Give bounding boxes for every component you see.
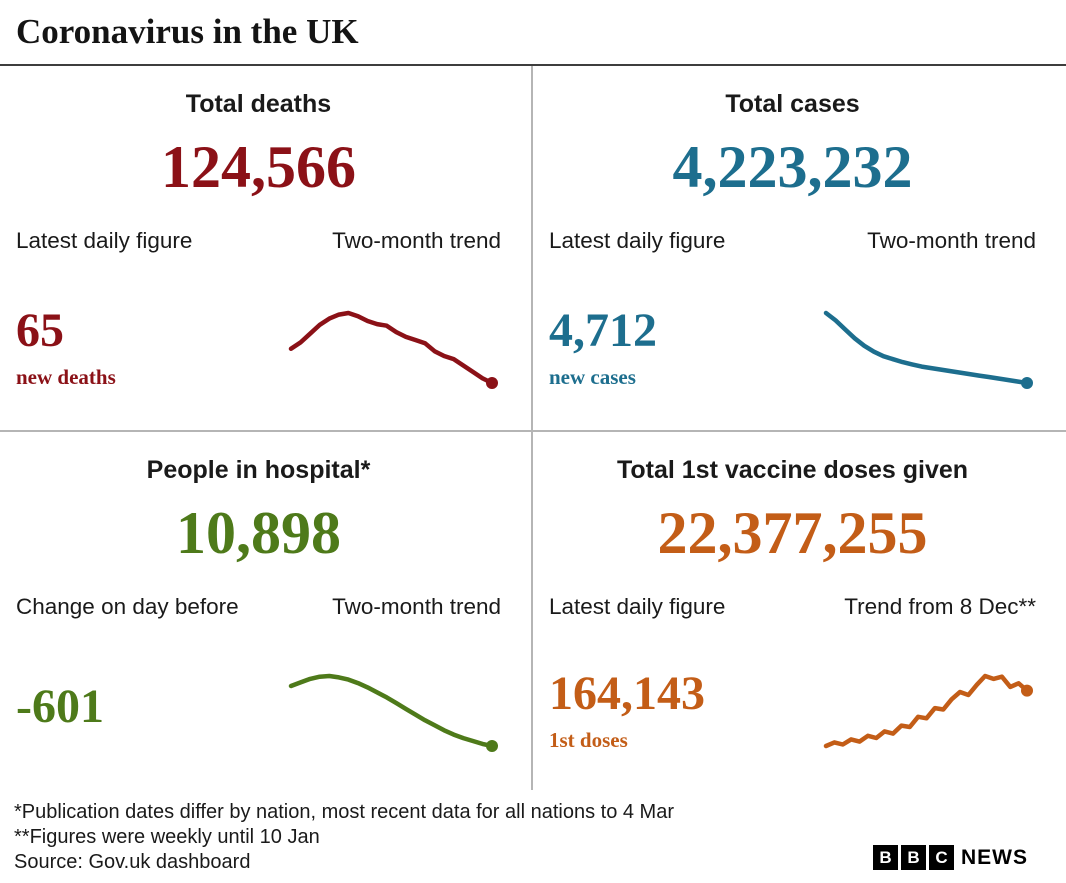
deaths-trend-sparkline	[288, 310, 498, 389]
vaccine-doses-value: 22,377,255	[657, 500, 928, 566]
bbc-logo-letter: B	[901, 845, 926, 871]
latest-daily-figure-label: Latest daily figure	[549, 594, 726, 619]
hospital-change-value: -601	[16, 679, 104, 733]
new-cases-caption: new cases	[549, 364, 636, 389]
source-credit: Source: Gov.uk dashboard	[14, 850, 251, 873]
total-cases-value: 4,223,232	[672, 134, 913, 200]
footnote-publication-dates: *Publication dates differ by nation, mos…	[14, 801, 674, 823]
panel-vaccine-doses: Total 1st vaccine doses given 22,377,255…	[533, 432, 1066, 790]
footer: *Publication dates differ by nation, mos…	[0, 790, 1066, 874]
latest-daily-figure-label: Latest daily figure	[16, 228, 193, 253]
new-deaths-caption: new deaths	[16, 364, 116, 389]
first-doses-caption: 1st doses	[549, 727, 628, 752]
hospital-value: 10,898	[176, 500, 341, 566]
trend-label: Two-month trend	[332, 594, 501, 619]
panel-heading: Total deaths	[185, 90, 332, 118]
stats-grid: Total deaths 124,566 Latest daily figure…	[0, 66, 1066, 790]
latest-daily-figure-label: Latest daily figure	[549, 228, 726, 253]
panel-heading: Total 1st vaccine doses given	[616, 456, 969, 484]
trend-label: Trend from 8 Dec**	[844, 594, 1036, 619]
page-header: Coronavirus in the UK	[0, 0, 1066, 66]
panel-heading: Total cases	[725, 90, 860, 118]
change-on-day-before-label: Change on day before	[16, 594, 239, 619]
trend-label: Two-month trend	[332, 228, 501, 253]
panel-total-cases: Total cases 4,223,232 Latest daily figur…	[533, 66, 1066, 432]
vaccine-trend-sparkline	[823, 673, 1033, 749]
first-doses-value: 164,143	[549, 667, 705, 721]
new-cases-value: 4,712	[549, 304, 657, 358]
panel-total-deaths: Total deaths 124,566 Latest daily figure…	[0, 66, 533, 432]
trend-label: Two-month trend	[867, 228, 1036, 253]
panel-heading: People in hospital*	[146, 456, 371, 484]
page-title: Coronavirus in the UK	[16, 12, 359, 51]
bbc-news-wordmark: NEWS	[961, 845, 1028, 869]
new-deaths-value: 65	[16, 304, 64, 358]
bbc-logo-letter: B	[873, 845, 898, 871]
bbc-news-logo: B B C NEWS	[873, 845, 1028, 871]
total-deaths-value: 124,566	[161, 134, 356, 200]
cases-trend-sparkline	[823, 310, 1033, 389]
footnote-weekly-figures: **Figures were weekly until 10 Jan	[14, 825, 320, 848]
bbc-logo-letter: C	[929, 845, 954, 871]
panel-people-in-hospital: People in hospital* 10,898 Change on day…	[0, 432, 533, 790]
hospital-trend-sparkline	[288, 673, 498, 752]
